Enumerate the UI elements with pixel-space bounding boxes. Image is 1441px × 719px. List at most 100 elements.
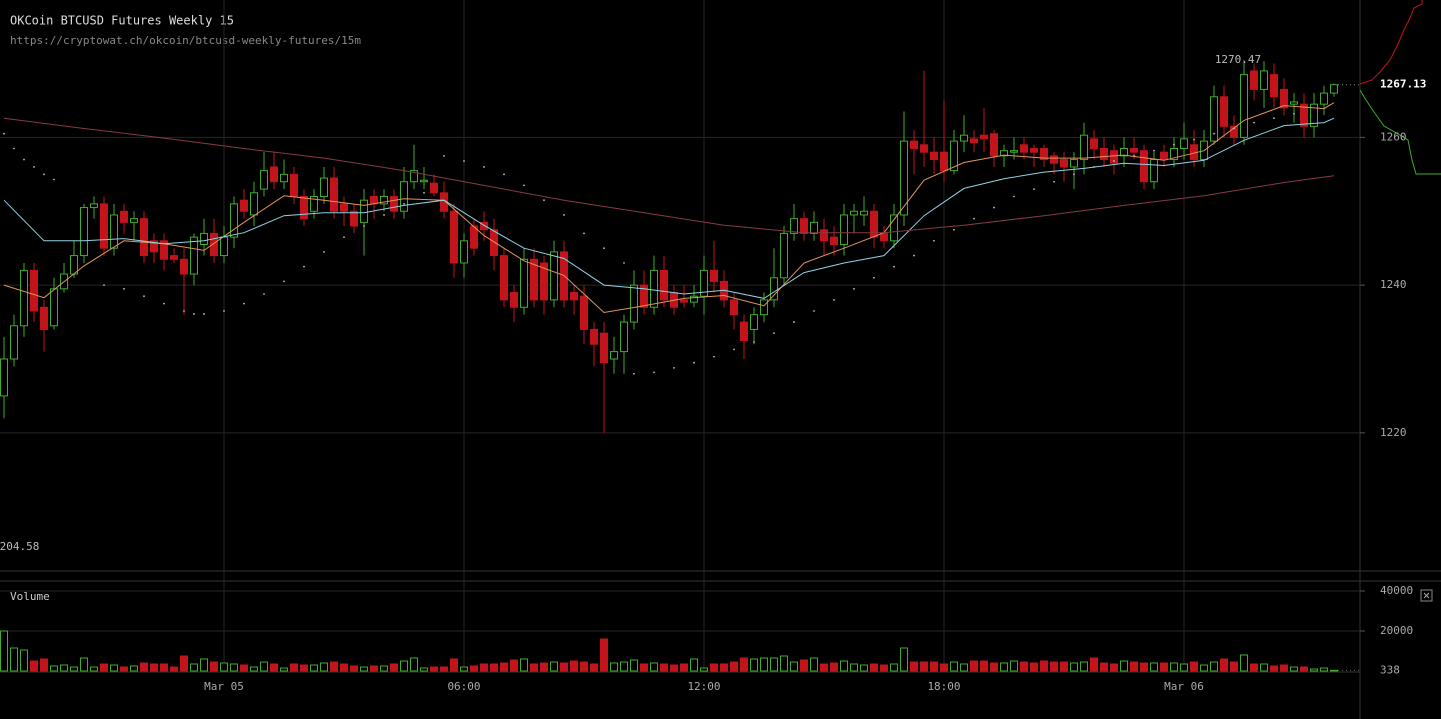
sar-dot [1253, 121, 1255, 124]
candle-body [150, 240, 158, 253]
candle-body [160, 240, 168, 260]
volume-bar [620, 661, 628, 672]
volume-bar [1140, 662, 1148, 672]
candle-body [140, 218, 148, 257]
volume-bar [130, 665, 138, 672]
sar-dot [1193, 138, 1195, 141]
sar-dot [383, 214, 385, 216]
candle-body [930, 151, 938, 161]
sar-dot [623, 262, 625, 264]
volume-bar [660, 663, 668, 672]
candle-body [220, 236, 228, 257]
candle-body [1000, 150, 1008, 157]
sar-dot [423, 191, 425, 194]
volume-bar [180, 655, 188, 672]
depth-bids [1359, 0, 1423, 85]
sar-dot [1173, 143, 1175, 146]
volume-bar [150, 663, 158, 672]
sar-dot [163, 302, 165, 305]
candle-body [250, 192, 258, 216]
candle-body [170, 255, 178, 260]
sar-dot [1273, 117, 1275, 120]
volume-bar [1150, 662, 1158, 672]
candle-body [830, 236, 838, 246]
sar-dot [1093, 166, 1095, 168]
volume-bar [920, 661, 928, 672]
candle-body [190, 236, 198, 275]
volume-bar [290, 663, 298, 672]
volume-bar [80, 657, 88, 672]
close-button[interactable] [1420, 589, 1433, 602]
candle-body [260, 170, 268, 190]
volume-bar [190, 663, 198, 672]
candle-body [20, 269, 28, 327]
candle-body [120, 210, 128, 223]
candle-body [390, 195, 398, 212]
candle-body [850, 210, 858, 216]
volume-bar [1130, 661, 1138, 672]
volume-bar [740, 657, 748, 672]
volume-bar [1100, 662, 1108, 672]
volume-bar [960, 663, 968, 672]
candle-body [890, 214, 898, 242]
last-volume-label: 338 [1380, 663, 1400, 676]
candle-body [280, 173, 288, 183]
sar-dot [603, 247, 605, 250]
volume-bar [580, 661, 588, 672]
candle-body [520, 258, 528, 308]
volume-bar [460, 666, 468, 672]
sar-dot [733, 348, 735, 351]
sar-dot [833, 299, 835, 301]
candle-body [900, 140, 908, 216]
candle-body [400, 181, 408, 212]
sar-dot [1153, 149, 1155, 152]
volume-bar [110, 664, 118, 672]
candle-body [0, 358, 8, 397]
candle-body [330, 177, 338, 212]
volume-bar [870, 663, 878, 672]
candle-body [1300, 103, 1308, 127]
volume-bar [0, 630, 8, 672]
sar-dot [1113, 160, 1115, 162]
volume-bar [380, 665, 388, 672]
sar-dot [873, 276, 875, 279]
candle-body [230, 203, 238, 238]
volume-bar [1210, 661, 1218, 672]
y-tick-label: 1240 [1380, 278, 1407, 291]
volume-bar [490, 663, 498, 672]
candle-body [710, 269, 718, 282]
candle-body [750, 314, 758, 330]
candle-body [1310, 103, 1318, 127]
sar-dot [103, 284, 105, 287]
candle-body [1010, 150, 1018, 153]
volume-bar [390, 663, 398, 672]
volume-bar [410, 657, 418, 672]
candle-body [1270, 74, 1278, 98]
candle-body [610, 351, 618, 360]
candle-body [430, 182, 438, 194]
candle-body [1330, 84, 1338, 94]
volume-bar [940, 663, 948, 672]
volume-bar [170, 666, 178, 672]
sar-dot [33, 166, 35, 168]
candle-body [310, 195, 318, 212]
volume-bar [60, 664, 68, 672]
sar-dot [543, 199, 545, 202]
volume-bar [340, 663, 348, 672]
high-label: 1270.47 [1215, 53, 1261, 66]
candle-body [860, 210, 868, 216]
volume-bar [20, 649, 28, 672]
volume-bar [1190, 661, 1198, 672]
volume-bar [1090, 657, 1098, 672]
volume-bar [830, 662, 838, 672]
candle-body [510, 292, 518, 308]
candle-body [810, 221, 818, 234]
volume-bar [140, 662, 148, 672]
volume-bar [320, 662, 328, 672]
volume-bar [1260, 663, 1268, 672]
volume-bar [330, 661, 338, 672]
volume-bar [520, 658, 528, 672]
x-tick-label: 12:00 [687, 680, 720, 693]
volume-bar [1280, 664, 1288, 672]
volume-bar [590, 663, 598, 672]
